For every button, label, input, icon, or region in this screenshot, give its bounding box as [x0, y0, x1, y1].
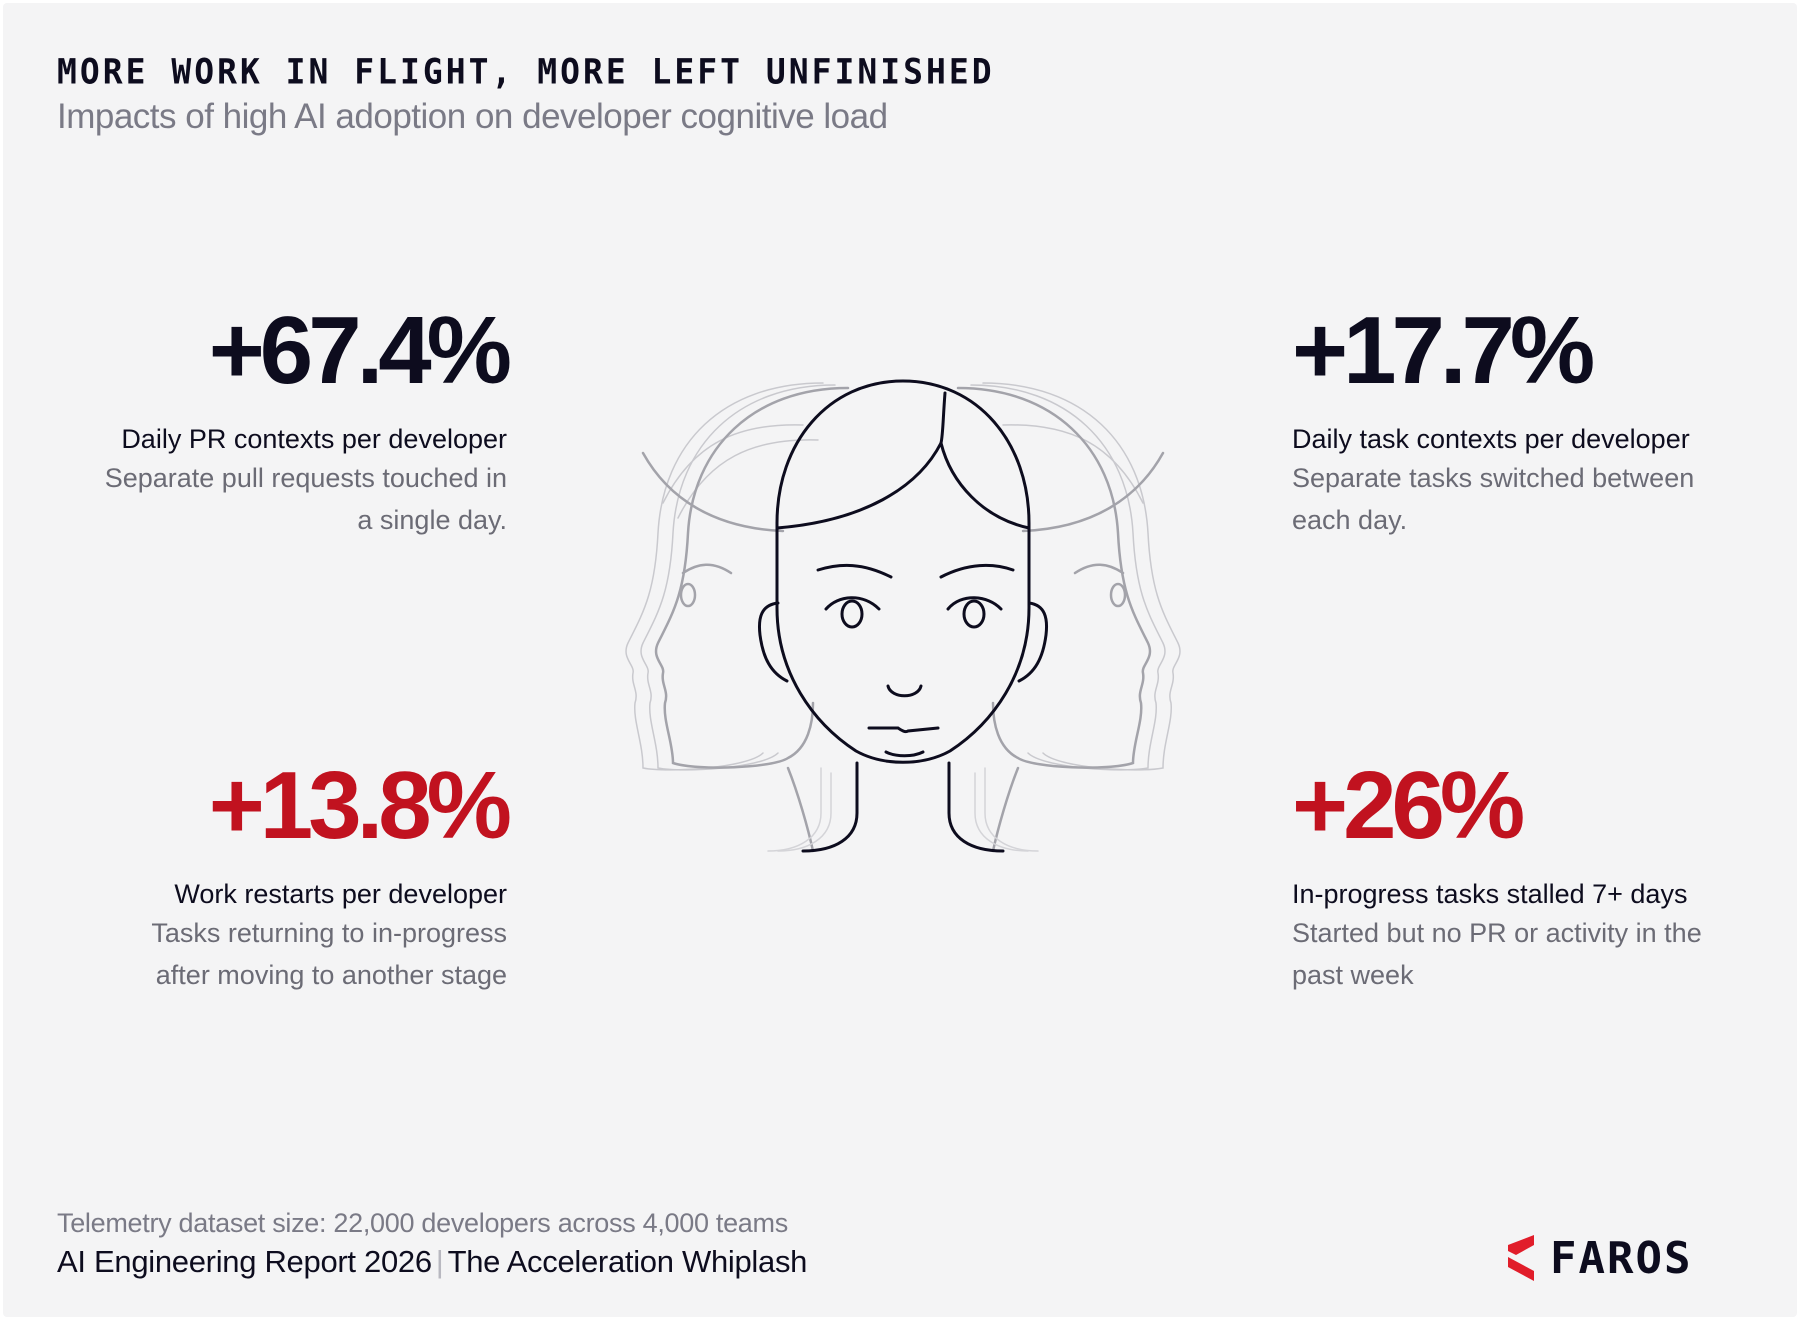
- stat-label: Daily PR contexts per developer: [121, 424, 507, 454]
- stat-value: +26%: [1292, 752, 1525, 859]
- faros-logo: FAROS: [1508, 1233, 1692, 1283]
- stat-stalled-tasks: +26% In-progress tasks stalled 7+ days S…: [1292, 758, 1762, 996]
- faros-chevron-icon: [1508, 1235, 1534, 1281]
- page-subtitle: Impacts of high AI adoption on developer…: [57, 97, 888, 136]
- stat-work-restarts: +13.8% Work restarts per developer Tasks…: [37, 752, 512, 996]
- stat-description: Separate tasks switched between each day…: [1292, 463, 1695, 535]
- front-face: [758, 379, 1048, 853]
- left-profile: [641, 386, 850, 853]
- stat-value: +17.7%: [1292, 297, 1595, 404]
- stat-label: In-progress tasks stalled 7+ days: [1292, 879, 1688, 909]
- report-separator: |: [435, 1244, 444, 1279]
- stat-task-contexts: +17.7% Daily task contexts per developer…: [1292, 303, 1762, 541]
- report-title-line: AI Engineering Report 2026 | The Accelerat…: [57, 1244, 807, 1280]
- stat-description: Tasks returning to in-progress after mov…: [151, 918, 507, 990]
- dataset-note: Telemetry dataset size: 22,000 developer…: [57, 1208, 788, 1238]
- stat-label: Daily task contexts per developer: [1292, 424, 1690, 454]
- stat-pr-contexts: +67.4% Daily PR contexts per developer S…: [37, 297, 512, 541]
- report-subtitle: The Acceleration Whiplash: [447, 1244, 808, 1279]
- faros-wordmark: FAROS: [1550, 1233, 1692, 1283]
- infographic-canvas: MORE WORK IN FLIGHT, MORE LEFT UNFINISHE…: [3, 3, 1797, 1317]
- stat-description: Separate pull requests touched in a sing…: [104, 463, 507, 535]
- stat-value: +67.4%: [208, 297, 512, 404]
- face-with-profile-echoes-icon: [625, 379, 1181, 853]
- stat-value: +13.8%: [208, 752, 512, 859]
- neck-echoes: [767, 767, 1039, 852]
- left-profile-echoes: [625, 382, 836, 771]
- report-title: AI Engineering Report 2026: [57, 1244, 432, 1279]
- page-title: MORE WORK IN FLIGHT, MORE LEFT UNFINISHE…: [57, 51, 995, 92]
- right-profile-echoes: [970, 382, 1181, 771]
- right-profile: [956, 386, 1165, 853]
- stat-label: Work restarts per developer: [174, 879, 507, 909]
- stat-description: Started but no PR or activity in the pas…: [1292, 918, 1702, 990]
